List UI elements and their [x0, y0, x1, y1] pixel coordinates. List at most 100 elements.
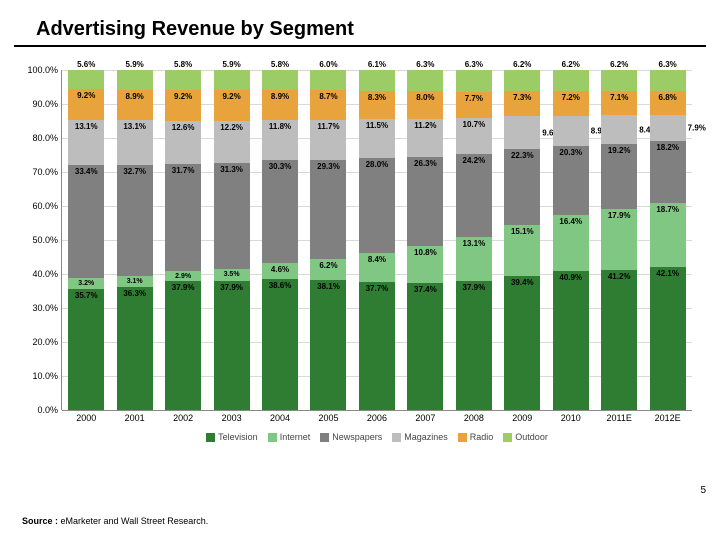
x-tick: 2001 [117, 413, 153, 423]
segment-label: 2.9% [165, 273, 201, 280]
bar-segment-internet: 3.2% [68, 278, 104, 289]
bar-segment-newspapers: 18.2% [650, 141, 686, 203]
bar-segment-radio: 8.9% [262, 90, 298, 120]
segment-label: 6.8% [650, 93, 686, 102]
bar-segment-newspapers: 19.2% [601, 144, 637, 209]
bar-column: 39.4%15.1%22.3%9.6%7.3%6.2% [504, 70, 540, 410]
bar-segment-magazines: 12.6% [165, 121, 201, 164]
bar-column: 36.3%3.1%32.7%13.1%8.9%5.9% [117, 70, 153, 410]
legend-swatch [503, 433, 512, 442]
bar-segment-magazines: 13.1% [117, 120, 153, 165]
segment-label: 20.3% [553, 148, 589, 157]
y-tick: 90.0% [14, 99, 58, 109]
bar-column: 38.1%6.2%29.3%11.7%8.7%6.0% [310, 70, 346, 410]
segment-label: 6.1% [359, 60, 395, 69]
y-tick: 50.0% [14, 235, 58, 245]
segment-label: 12.2% [214, 123, 250, 132]
bar-segment-internet: 15.1% [504, 225, 540, 276]
segment-label: 37.9% [456, 283, 492, 292]
segment-label: 13.1% [456, 239, 492, 248]
segment-label: 11.7% [310, 122, 346, 131]
plot-area: 35.7%3.2%33.4%13.1%9.2%5.6%36.3%3.1%32.7… [62, 70, 692, 410]
segment-label: 17.9% [601, 211, 637, 220]
bar-segment-radio: 8.3% [359, 91, 395, 119]
segment-label: 40.9% [553, 273, 589, 282]
legend-label: Television [218, 432, 258, 442]
x-tick: 2002 [165, 413, 201, 423]
legend-swatch [320, 433, 329, 442]
legend-swatch [268, 433, 277, 442]
bar-segment-newspapers: 20.3% [553, 146, 589, 215]
segment-label: 6.2% [601, 60, 637, 69]
bar-segment-magazines: 11.7% [310, 120, 346, 160]
segment-label: 5.9% [117, 60, 153, 69]
bar-segment-internet: 17.9% [601, 209, 637, 270]
segment-label: 37.4% [407, 285, 443, 294]
bar-column: 41.2%17.9%19.2%8.4%7.1%6.2% [601, 70, 637, 410]
y-tick: 10.0% [14, 371, 58, 381]
legend-label: Magazines [404, 432, 448, 442]
bar-segment-television: 35.7% [68, 289, 104, 410]
segment-label: 15.1% [504, 227, 540, 236]
legend-item: Newspapers [320, 432, 382, 442]
legend-item: Radio [458, 432, 494, 442]
segment-label: 5.8% [262, 60, 298, 69]
bar-segment-radio: 9.2% [165, 90, 201, 121]
bar-segment-newspapers: 30.3% [262, 160, 298, 263]
segment-label: 7.2% [553, 93, 589, 102]
segment-label: 4.6% [262, 265, 298, 274]
segment-label: 8.0% [407, 93, 443, 102]
bar-segment-magazines: 9.6% [504, 116, 540, 149]
bar-segment-newspapers: 29.3% [310, 160, 346, 260]
segment-label: 8.9% [262, 92, 298, 101]
segment-label: 41.2% [601, 272, 637, 281]
legend-swatch [458, 433, 467, 442]
segment-label: 5.9% [214, 60, 250, 69]
segment-label: 33.4% [68, 167, 104, 176]
segment-label: 5.6% [68, 60, 104, 69]
segment-label: 7.1% [601, 93, 637, 102]
y-axis: 0.0%10.0%20.0%30.0%40.0%50.0%60.0%70.0%8… [14, 70, 58, 410]
y-tick: 20.0% [14, 337, 58, 347]
segment-label: 39.4% [504, 278, 540, 287]
legend-swatch [206, 433, 215, 442]
legend-label: Newspapers [332, 432, 382, 442]
segment-label: 8.4% [359, 255, 395, 264]
bar-segment-radio: 9.2% [68, 89, 104, 120]
x-tick: 2005 [310, 413, 346, 423]
bar-column: 38.6%4.6%30.3%11.8%8.9%5.8% [262, 70, 298, 410]
segment-label: 31.3% [214, 165, 250, 174]
legend-label: Radio [470, 432, 494, 442]
bar-segment-magazines: 13.1% [68, 120, 104, 164]
segment-label: 24.2% [456, 156, 492, 165]
segment-label: 22.3% [504, 151, 540, 160]
bar-segment-internet: 6.2% [310, 259, 346, 280]
y-tick: 40.0% [14, 269, 58, 279]
bar-segment-internet: 3.5% [214, 269, 250, 281]
bar-column: 42.1%18.7%18.2%7.9%6.8%6.3% [650, 70, 686, 410]
segment-label: 37.7% [359, 284, 395, 293]
legend-label: Outdoor [515, 432, 548, 442]
bar-segment-newspapers: 24.2% [456, 154, 492, 236]
legend-label: Internet [280, 432, 311, 442]
segment-label: 9.2% [165, 92, 201, 101]
segment-label: 11.8% [262, 122, 298, 131]
segment-label: 10.8% [407, 248, 443, 257]
bar-segment-television: 37.9% [456, 281, 492, 410]
bar-segment-newspapers: 33.4% [68, 165, 104, 278]
segment-label: 26.3% [407, 159, 443, 168]
x-tick: 2012E [650, 413, 686, 423]
x-tick: 2008 [456, 413, 492, 423]
segment-label: 6.2% [553, 60, 589, 69]
bar-segment-radio: 8.0% [407, 91, 443, 118]
bar-segment-television: 37.7% [359, 282, 395, 410]
segment-label: 28.0% [359, 160, 395, 169]
bar-segment-television: 37.9% [165, 281, 201, 410]
segment-label: 38.6% [262, 281, 298, 290]
bar-segment-newspapers: 28.0% [359, 158, 395, 253]
bar-segment-magazines: 8.9% [553, 116, 589, 146]
segment-label: 3.2% [68, 280, 104, 287]
bar-column: 37.7%8.4%28.0%11.5%8.3%6.1% [359, 70, 395, 410]
segment-label: 30.3% [262, 162, 298, 171]
bar-segment-radio: 9.2% [214, 90, 250, 121]
